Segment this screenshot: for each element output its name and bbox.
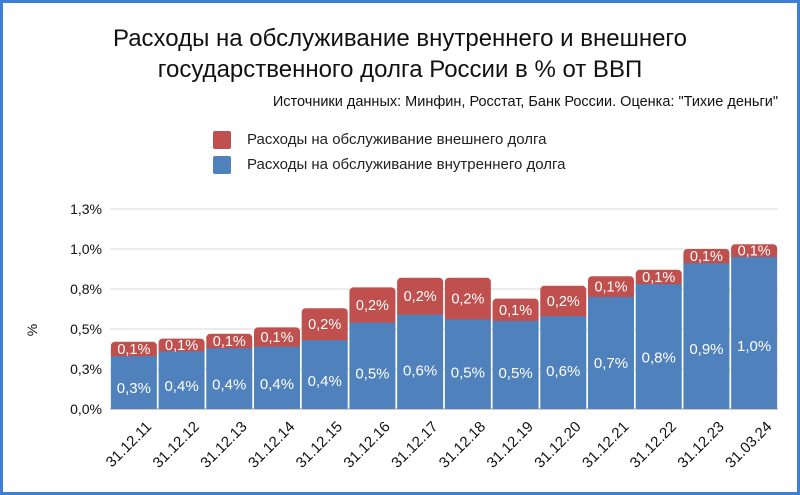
x-tick-label: 31.12.18 (436, 418, 489, 471)
x-tick-label: 31.12.19 (484, 418, 537, 471)
bar-external (301, 308, 348, 345)
bar-external (492, 298, 539, 325)
bar-external (349, 287, 396, 327)
data-label-internal: 0,9% (689, 341, 723, 358)
bar-internal (635, 284, 682, 409)
x-tick-label: 31.12.21 (579, 418, 632, 471)
bar-internal (254, 346, 300, 409)
data-label-internal: 0,5% (498, 365, 532, 382)
chart-title-line-2: государственного долга России в % от ВВП (157, 56, 643, 83)
bar-external (635, 269, 682, 289)
data-label-external: 0,2% (451, 292, 484, 308)
x-tick-label: 31.12.14 (245, 418, 298, 471)
bar-external (683, 249, 730, 268)
data-label-external: 0,2% (404, 289, 437, 305)
legend-swatch-internal (213, 156, 231, 174)
bar-internal (110, 356, 157, 409)
data-label-external: 0,1% (117, 342, 150, 358)
bar-internal (683, 263, 730, 409)
data-label-external: 0,1% (499, 303, 532, 319)
bar-internal (540, 316, 587, 409)
data-label-external: 0,1% (260, 330, 293, 346)
y-tick-label: 0,8% (70, 281, 102, 297)
data-label-external: 0,2% (308, 317, 341, 333)
data-label-external: 0,1% (165, 338, 198, 354)
bar-internal (206, 348, 253, 409)
data-label-internal: 0,5% (451, 364, 485, 381)
bar-internal (492, 321, 539, 409)
data-label-internal: 0,4% (260, 376, 294, 393)
bar-external (158, 338, 205, 356)
x-tick-label: 31.12.11 (103, 418, 156, 471)
data-label-internal: 0,5% (355, 366, 389, 383)
y-tick-label: 0,0% (70, 401, 102, 417)
data-label-internal: 0,8% (642, 350, 676, 367)
bar-internal (349, 322, 396, 409)
x-tick-label: 31.12.15 (293, 418, 346, 471)
bar-internal (731, 257, 778, 409)
bar-external (588, 276, 634, 301)
x-tick-label: 31.12.20 (531, 418, 584, 471)
data-label-external: 0,1% (738, 244, 771, 260)
legend-swatch-external (213, 131, 231, 149)
x-tick-label: 31.12.13 (197, 418, 250, 471)
bar-external (110, 341, 157, 361)
bar-internal (397, 314, 444, 409)
bar-external (254, 327, 300, 351)
bar-external (444, 277, 491, 324)
bar-external (540, 285, 587, 321)
chart-title-line-1: Расходы на обслуживание внутреннего и вн… (112, 25, 687, 52)
data-label-external: 0,1% (594, 280, 627, 296)
x-tick-label: 31.12.17 (388, 418, 441, 471)
data-label-external: 0,2% (547, 294, 580, 310)
data-label-external: 0,1% (213, 334, 246, 350)
y-tick-label: 0,5% (70, 321, 102, 337)
y-tick-label: 1,3% (70, 201, 102, 217)
data-label-internal: 0,4% (164, 378, 198, 395)
y-tick-label: 0,3% (70, 361, 102, 377)
x-tick-label: 31.12.22 (627, 418, 680, 471)
bar-external (206, 333, 253, 353)
data-label-internal: 0,4% (212, 376, 246, 393)
data-label-internal: 0,4% (308, 373, 342, 390)
bar-external (731, 244, 778, 261)
bar-internal (301, 340, 348, 409)
legend-label-internal: Расходы на обслуживание внутреннего долг… (247, 156, 566, 173)
data-label-external: 0,1% (642, 270, 675, 286)
data-label-external: 0,2% (356, 298, 389, 314)
bar-external (397, 277, 444, 319)
y-tick-label: 1,0% (70, 241, 102, 257)
x-tick-label: 31.12.12 (150, 418, 203, 471)
bar-internal (158, 351, 205, 409)
data-label-internal: 0,6% (403, 362, 437, 379)
bar-internal (444, 319, 491, 409)
x-tick-label: 31.12.16 (340, 418, 393, 471)
data-label-internal: 1,0% (737, 338, 771, 355)
x-tick-label: 31.12.23 (674, 418, 727, 471)
data-label-internal: 0,7% (594, 355, 628, 372)
legend-label-external: Расходы на обслуживание внешнего долга (247, 131, 547, 148)
data-label-internal: 0,3% (117, 380, 151, 397)
data-label-internal: 0,6% (546, 363, 580, 380)
x-tick-label: 31.03.24 (722, 418, 775, 471)
bar-internal (588, 297, 634, 409)
chart-subtitle: Источники данных: Минфин, Росстат, Банк … (272, 94, 778, 110)
data-label-external: 0,1% (690, 249, 723, 265)
